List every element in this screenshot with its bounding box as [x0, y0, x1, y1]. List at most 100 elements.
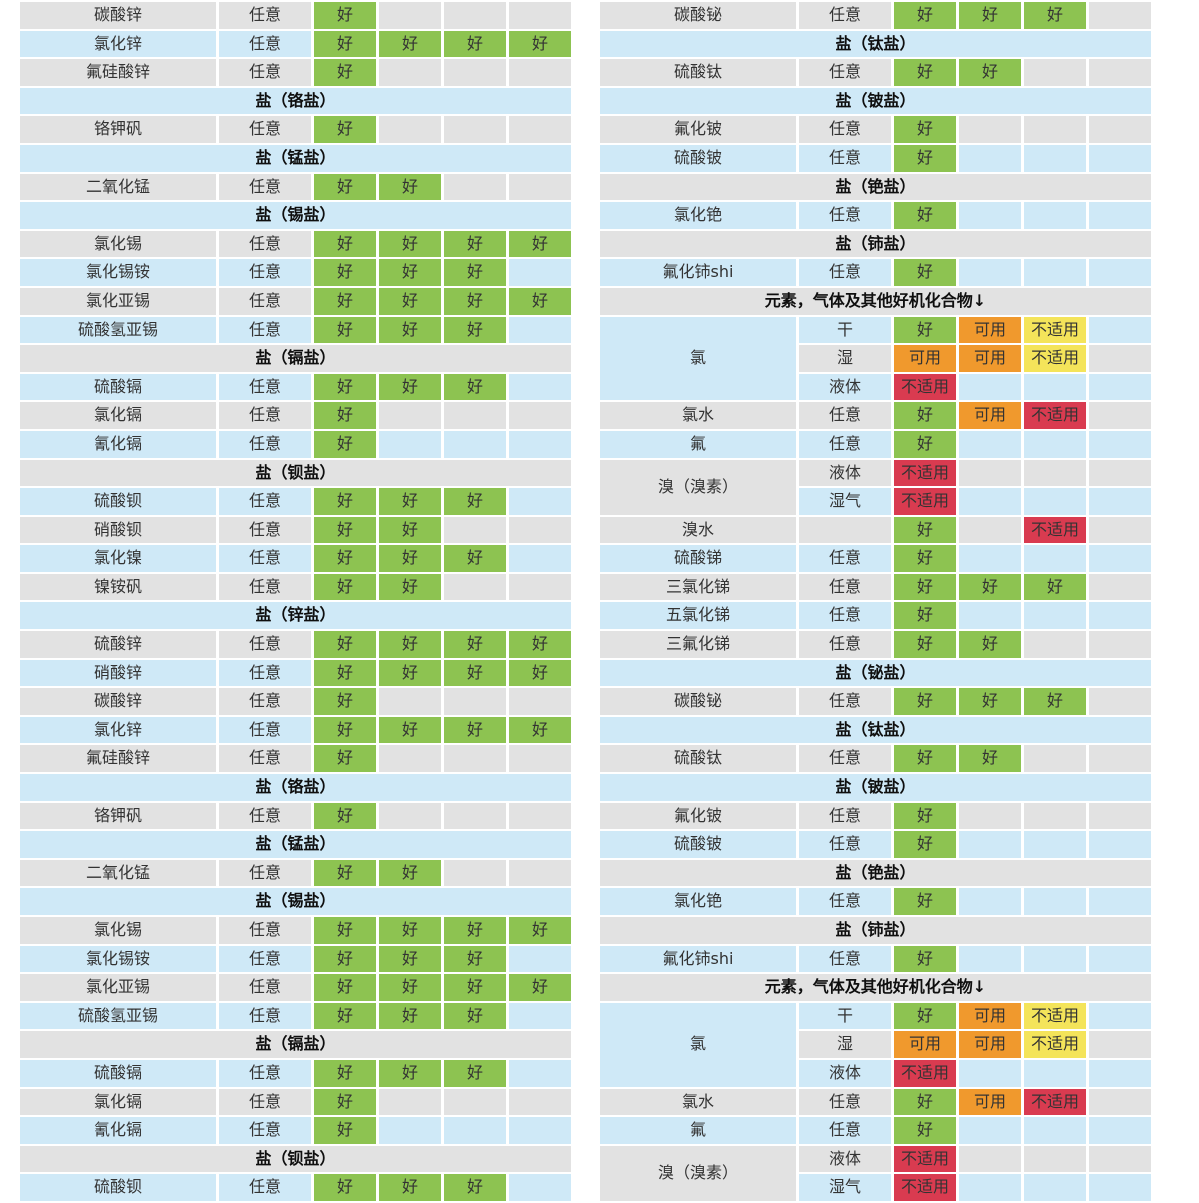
rating-cell-empty — [959, 602, 1021, 630]
rating-cell: 好 — [1024, 2, 1086, 29]
condition-cell: 任意 — [219, 287, 311, 315]
rating-cell: 好 — [894, 888, 956, 915]
section-header-cell: 元素，气体及其他好机化合物↓ — [600, 287, 1151, 315]
section-header-cell: 盐（钛盐） — [600, 30, 1151, 58]
rating-cell-empty — [444, 2, 506, 29]
rating-cell-empty — [1089, 602, 1151, 630]
rating-cell: 好 — [379, 631, 441, 658]
section-row: 盐（铬盐） — [20, 774, 571, 801]
rating-cell: 好 — [379, 659, 441, 687]
rating-cell-empty — [959, 831, 1021, 858]
condition-cell: 任意 — [799, 802, 891, 830]
table-row: 氯化铯 任意好 — [600, 202, 1151, 229]
rating-cell: 好 — [894, 1117, 956, 1144]
rating-cell: 好 — [894, 631, 956, 658]
rating-cell-empty — [509, 802, 571, 830]
rating-cell-empty — [444, 859, 506, 887]
section-row: 盐（锡盐） — [20, 202, 571, 229]
table-row: 溴水 好 不适用 — [600, 516, 1151, 544]
table-row: 氯化镉 任意好 — [20, 402, 571, 429]
rating-cell-empty — [444, 430, 506, 458]
table-row: 氯水 任意好可用 不适用 — [600, 1088, 1151, 1116]
condition-cell: 任意 — [799, 59, 891, 86]
rating-cell: 不适用 — [894, 1059, 956, 1087]
rating-cell: 好 — [894, 602, 956, 630]
rating-cell: 好 — [379, 30, 441, 58]
compound-name-cell: 硫酸钡 — [20, 1174, 216, 1201]
compat-table-right-body: 碳酸铋 任意好好好盐（钛盐） 硫酸钛 任意好好盐（铍盐） 氟化铍 任意好硫酸铍 任意好盐（铯… — [600, 2, 1151, 1201]
rating-cell-empty — [1089, 116, 1151, 143]
rating-cell-empty — [1024, 945, 1086, 973]
condition-cell: 任意 — [219, 859, 311, 887]
condition-cell: 任意 — [219, 173, 311, 201]
condition-cell — [799, 516, 891, 544]
rating-cell-empty — [1024, 202, 1086, 229]
table-row: 硫酸钛 任意好好 — [600, 745, 1151, 773]
rating-cell: 好 — [894, 745, 956, 773]
rating-cell-empty — [379, 116, 441, 143]
rating-cell-empty — [444, 573, 506, 601]
condition-cell: 任意 — [799, 1088, 891, 1116]
compound-name-cell: 硫酸镉 — [20, 373, 216, 401]
section-row: 盐（铋盐） — [600, 659, 1151, 687]
compound-name-cell: 碳酸锌 — [20, 2, 216, 29]
compound-name-cell: 氯化锡铵 — [20, 945, 216, 973]
table-row: 碳酸铋 任意好好好 — [600, 2, 1151, 29]
rating-cell: 好 — [509, 30, 571, 58]
rating-cell: 不适用 — [1024, 1002, 1086, 1030]
rating-cell: 好 — [894, 402, 956, 429]
compound-name-cell: 铬钾矾 — [20, 802, 216, 830]
rating-cell: 好 — [314, 230, 376, 258]
rating-cell-empty — [1089, 345, 1151, 372]
rating-cell: 好 — [894, 831, 956, 858]
rating-cell: 好 — [379, 316, 441, 344]
table-row: 五氯化锑 任意好 — [600, 602, 1151, 630]
compound-name-cell: 氟化铍 — [600, 802, 796, 830]
rating-cell: 好 — [444, 1059, 506, 1087]
rating-cell-empty — [1024, 602, 1086, 630]
condition-cell: 任意 — [219, 631, 311, 658]
rating-cell: 好 — [314, 2, 376, 29]
rating-cell-empty — [509, 259, 571, 286]
table-row: 氟任意好 — [600, 1117, 1151, 1144]
condition-cell: 湿 — [799, 1031, 891, 1058]
rating-cell: 好 — [379, 1174, 441, 1201]
rating-cell: 好 — [509, 917, 571, 944]
rating-cell-empty — [1024, 888, 1086, 915]
rating-cell: 可用 — [959, 316, 1021, 344]
table-row: 硫酸铍 任意好 — [600, 831, 1151, 858]
section-header-cell: 盐（铈盐） — [600, 230, 1151, 258]
rating-cell: 好 — [379, 917, 441, 944]
condition-cell: 任意 — [219, 1117, 311, 1144]
table-row: 硝酸钡 任意好好 — [20, 516, 571, 544]
rating-cell: 可用 — [959, 1002, 1021, 1030]
condition-cell: 任意 — [219, 30, 311, 58]
rating-cell-empty — [379, 402, 441, 429]
compound-name-cell: 氯化锌 — [20, 716, 216, 744]
condition-cell: 干 — [799, 316, 891, 344]
condition-cell: 任意 — [219, 2, 311, 29]
rating-cell: 好 — [894, 516, 956, 544]
condition-cell: 任意 — [219, 116, 311, 143]
rating-cell-empty — [1089, 831, 1151, 858]
table-row: 氯化亚锡 任意好好好好 — [20, 974, 571, 1001]
rating-cell-empty — [1089, 545, 1151, 572]
rating-cell: 好 — [444, 716, 506, 744]
table-row: 硫酸镉 任意好好好 — [20, 1059, 571, 1087]
rating-cell-empty — [1089, 488, 1151, 515]
condition-cell: 任意 — [219, 716, 311, 744]
rating-cell: 好 — [894, 1002, 956, 1030]
rating-cell: 好 — [444, 1174, 506, 1201]
compound-name-cell: 溴（溴素） — [600, 459, 796, 515]
rating-cell-empty — [444, 59, 506, 86]
rating-cell: 好 — [444, 373, 506, 401]
rating-cell: 好 — [894, 59, 956, 86]
rating-cell: 好 — [314, 573, 376, 601]
rating-cell-empty — [379, 1117, 441, 1144]
section-row: 盐（铬盐） — [20, 87, 571, 115]
compound-name-cell: 氰化镉 — [20, 1117, 216, 1144]
table-row: 氯化锡 任意好好好好 — [20, 917, 571, 944]
rating-cell: 好 — [379, 545, 441, 572]
rating-cell-empty — [509, 1174, 571, 1201]
table-row: 氟化铍 任意好 — [600, 116, 1151, 143]
